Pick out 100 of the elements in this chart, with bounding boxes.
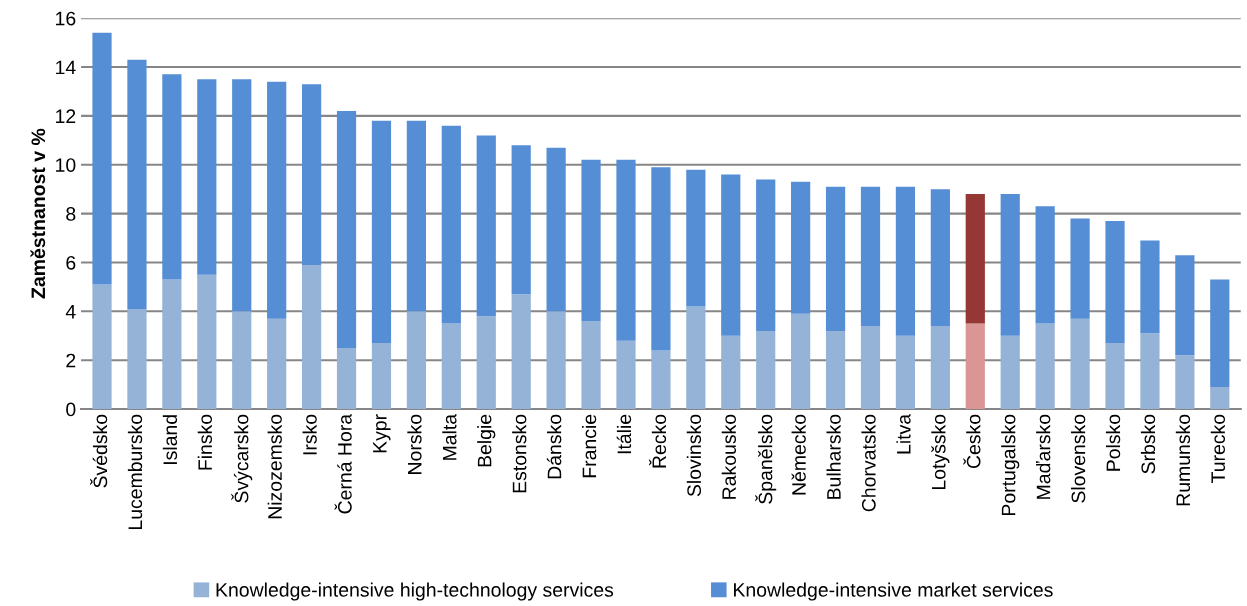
bar (1175, 355, 1195, 410)
bar (616, 159, 636, 341)
x-tick-label: Kypr (373, 414, 391, 453)
bar (92, 284, 112, 410)
bar (441, 323, 461, 410)
x-tick-label: Slovensko (1071, 414, 1086, 503)
bar (476, 135, 496, 317)
x-tick-label: Norsko (407, 414, 422, 474)
bar (511, 294, 531, 410)
x-tick-label: Rakousko (721, 414, 736, 499)
y-axis-title: Zaměstnanost v % (30, 128, 46, 299)
x-tick-label: Řecko (648, 414, 667, 468)
bar (1035, 206, 1055, 324)
bar (930, 189, 950, 326)
x-tick-label: Francie (581, 414, 597, 478)
bar (1105, 343, 1125, 410)
y-tick-label: 6 (66, 255, 76, 270)
bar (301, 264, 322, 410)
bar (860, 325, 881, 410)
bar (721, 174, 741, 336)
y-tick-label: 16 (56, 11, 76, 26)
bar (267, 81, 287, 319)
x-tick-label: Slovinsko (686, 414, 702, 497)
x-tick-label: Rumunsko (1175, 414, 1191, 506)
y-tick-label: 4 (65, 305, 76, 319)
bar (232, 311, 252, 410)
x-tick-label: Bulharsko (826, 414, 841, 499)
bar (1210, 387, 1230, 410)
bar (965, 194, 985, 324)
y-tick-label: 8 (66, 207, 76, 221)
y-tick-label: 0 (66, 402, 76, 417)
x-tick-label: Dánsko (546, 414, 562, 479)
x-tick-label: Estonsko (512, 414, 527, 493)
bar (336, 111, 357, 348)
legend-label: Knowledge-intensive market services (734, 582, 1053, 601)
bar (441, 125, 461, 324)
bar (721, 335, 741, 410)
bar (371, 343, 392, 410)
bar (651, 167, 671, 351)
bar (1035, 323, 1055, 410)
x-tick-label: Lucembursko (127, 414, 143, 530)
x-tick-label: Španělsko (755, 414, 777, 504)
bar (825, 186, 846, 331)
bar (267, 318, 287, 410)
bar (197, 274, 217, 410)
bar (1000, 335, 1020, 410)
bar (476, 316, 496, 410)
bar (1140, 240, 1160, 334)
y-tick-label: 2 (66, 353, 76, 368)
bar (1175, 255, 1195, 356)
bar (791, 313, 811, 410)
bar (406, 120, 426, 312)
x-tick-label: Portugalsko (1001, 414, 1020, 515)
x-tick-label: Chorvatsko (861, 414, 876, 512)
bar (371, 120, 392, 344)
bar (162, 279, 182, 410)
bar (301, 84, 322, 265)
bar (127, 308, 147, 410)
bar (1210, 279, 1230, 388)
bar (546, 311, 566, 410)
x-tick-label: Švédsko (90, 414, 108, 488)
x-tick-label: Irsko (302, 414, 317, 455)
bar (965, 323, 985, 410)
bar (1140, 333, 1160, 410)
bar (895, 335, 916, 410)
y-tick-label: 14 (56, 60, 76, 75)
legend-label: Knowledge-intensive high-technology services (216, 582, 614, 601)
x-tick-label: Německo (791, 414, 806, 495)
bar (336, 347, 357, 410)
bar (1000, 194, 1020, 336)
x-tick-label: Turecko (1210, 414, 1226, 483)
bar (406, 311, 426, 410)
bar (1070, 218, 1090, 319)
bar (162, 74, 182, 280)
bar (511, 145, 531, 295)
bar (756, 179, 776, 331)
x-tick-label: Island (162, 415, 178, 464)
x-tick-label: Itálie (616, 414, 632, 454)
x-tick-label: Nizozemsko (267, 414, 282, 519)
x-tick-label: Švýcarsko (231, 414, 253, 503)
bar (756, 330, 776, 410)
y-tick-label: 12 (56, 109, 76, 123)
bar (581, 321, 601, 410)
bar (232, 79, 252, 312)
bar (860, 186, 881, 326)
x-tick-label: Litva (896, 413, 911, 454)
bar (895, 186, 916, 336)
x-tick-label: Malta (442, 413, 457, 460)
bar (581, 159, 601, 322)
x-tick-label: Srbsko (1140, 414, 1156, 474)
y-tick-label: 10 (56, 158, 76, 172)
bar (791, 181, 811, 314)
x-tick-label: Lotyšsko (931, 414, 950, 490)
x-tick-label: Černá Hora (334, 413, 352, 514)
bar (686, 306, 706, 410)
x-tick-label: Belgie (477, 414, 496, 467)
x-tick-label: Finsko (197, 414, 213, 470)
bar (127, 59, 147, 309)
bar (197, 79, 217, 275)
bar (546, 147, 566, 312)
